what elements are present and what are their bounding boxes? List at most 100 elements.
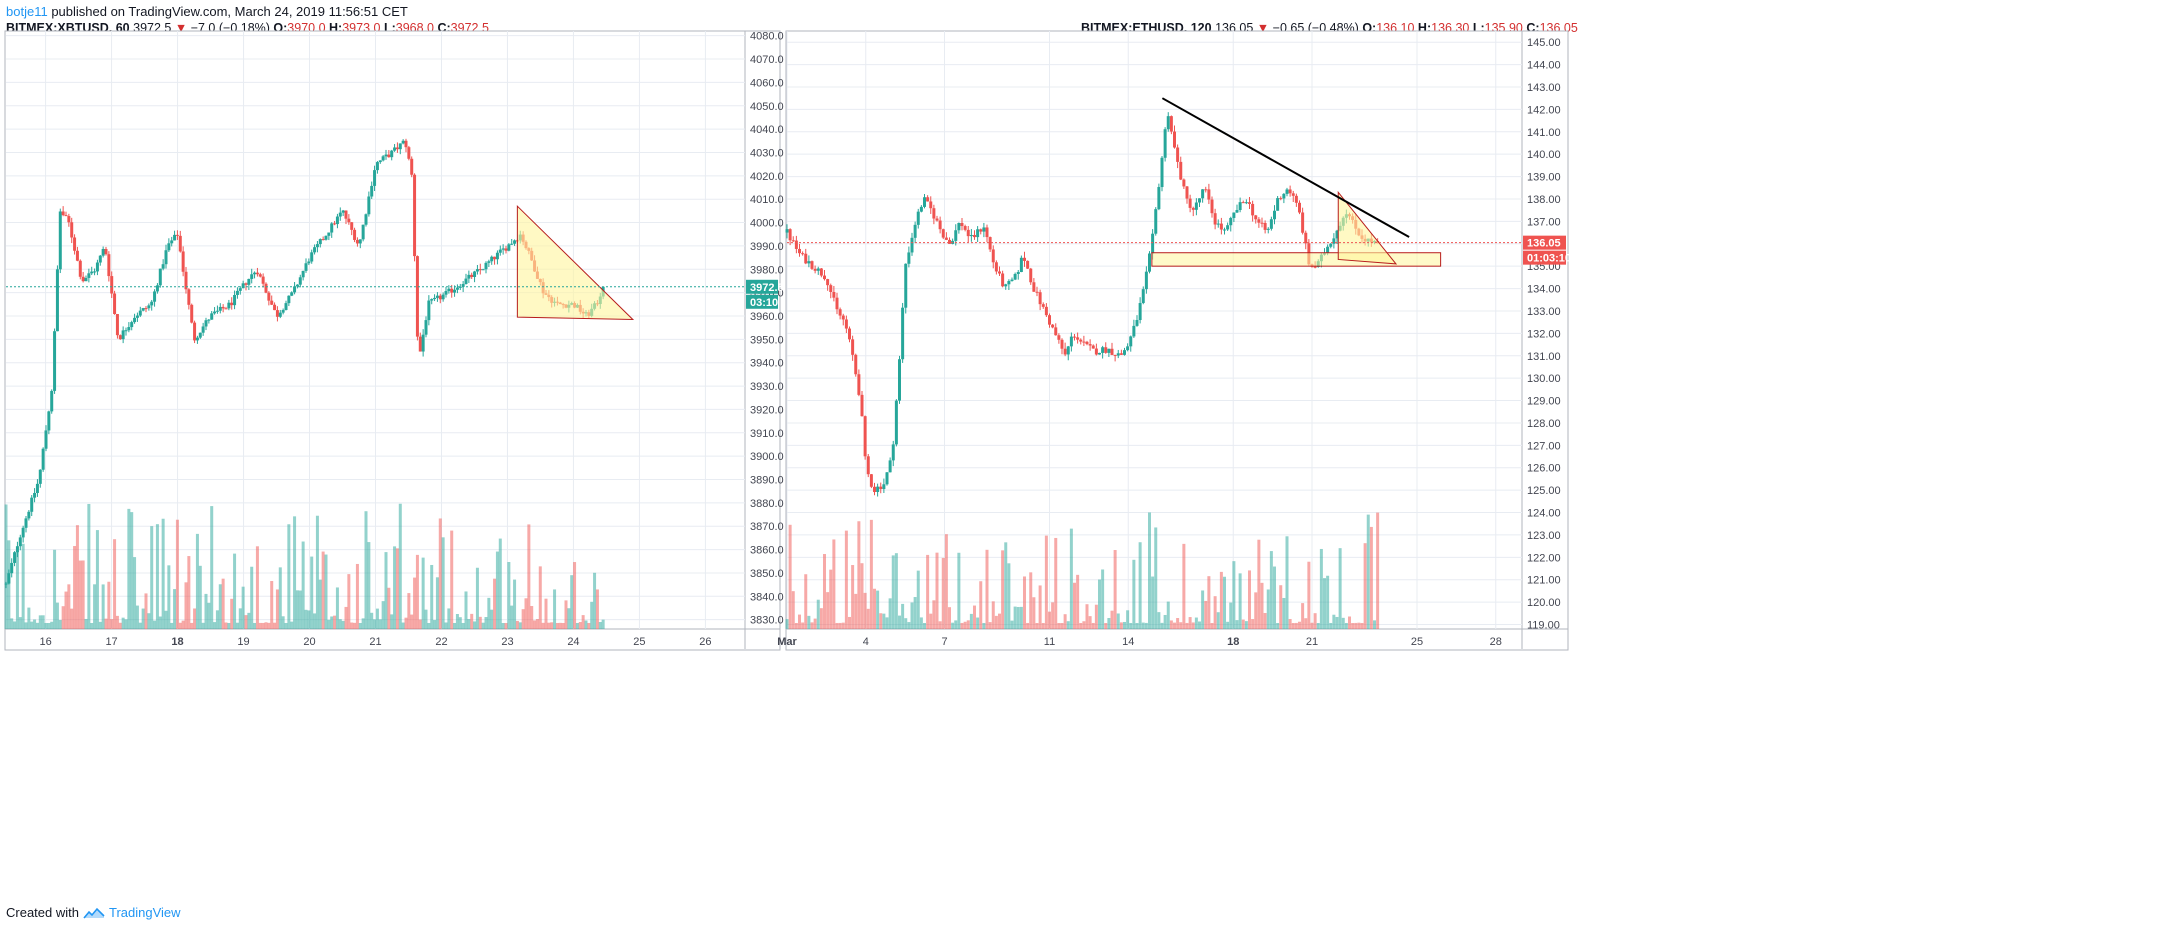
candle-body [513, 240, 517, 244]
candle-body [453, 289, 457, 293]
volume-bar [590, 601, 594, 629]
volume-bar [1094, 604, 1098, 629]
y-tick-label: 4070.0 [750, 54, 784, 66]
candle-body [1301, 212, 1305, 233]
charts-canvas[interactable]: 3830.0 3840.0 3850.0 3860.0 3870.0 3880.0 3890… [0, 0, 2157, 900]
candle-body [1073, 336, 1076, 338]
volume-bar [44, 622, 48, 629]
candle-body [364, 214, 368, 225]
volume-bar [966, 620, 970, 629]
volume-bar [916, 570, 920, 629]
volume-bar [535, 619, 539, 629]
candle-body [1013, 273, 1017, 280]
volume-bar [207, 602, 211, 629]
candle-body [816, 268, 820, 271]
publisher-text: published on TradingView.com, March 24, … [51, 4, 408, 19]
candle-body [919, 206, 923, 212]
candle-body [170, 240, 174, 244]
y-tick-label: 3960.0 [750, 311, 784, 323]
volume-bar [1088, 616, 1092, 629]
volume-bar [595, 589, 599, 629]
volume-bar [538, 566, 542, 629]
y-tick-label: 134.00 [1527, 284, 1561, 296]
candle-body [1332, 238, 1336, 244]
candle-body [507, 244, 511, 251]
candle-body [290, 292, 294, 296]
volume-bar [948, 607, 951, 629]
volume-bar [533, 620, 537, 629]
volume-bar [210, 506, 214, 629]
candle-body [901, 307, 905, 360]
candle-body [215, 310, 219, 312]
volume-bar [418, 619, 422, 629]
candle-body [298, 277, 302, 285]
volume-bar [1285, 536, 1289, 629]
candle-body [994, 262, 998, 272]
candle-body [1160, 157, 1164, 188]
candle-body [235, 290, 239, 295]
volume-bar [1029, 572, 1033, 629]
volume-bar [504, 622, 508, 629]
volume-bar [447, 608, 451, 629]
volume-bar [253, 622, 257, 629]
x-tick-label: Mar [777, 636, 797, 648]
candle-body [164, 250, 168, 265]
volume-bar [1032, 597, 1036, 629]
candle-body [854, 354, 858, 375]
volume-bar [33, 619, 37, 629]
volume-bar [1044, 535, 1048, 629]
candle-body [501, 248, 505, 250]
candle-body [907, 252, 911, 264]
volume-bar [24, 622, 28, 629]
volume-bar [1351, 622, 1355, 629]
candle-body [1204, 189, 1208, 191]
volume-bar [1135, 622, 1139, 629]
candle-body [885, 472, 889, 485]
candle-body [891, 444, 895, 461]
candle-body [1119, 353, 1123, 355]
y-tick-label: 4020.0 [750, 171, 784, 183]
candle-body [350, 222, 354, 230]
volume-bar [1069, 528, 1073, 629]
volume-bar [281, 616, 285, 629]
volume-bar [1273, 566, 1276, 629]
y-tick-label: 3980.0 [750, 264, 784, 276]
volume-bar [390, 614, 394, 629]
tradingview-brand[interactable]: TradingView [108, 905, 181, 920]
volume-bar [835, 622, 839, 629]
volume-bar [926, 554, 930, 629]
candle-body [75, 250, 79, 261]
volume-bar [7, 540, 11, 629]
candles [785, 112, 1380, 497]
volume-bar [313, 613, 317, 629]
volume-bar [547, 622, 551, 629]
volume-bar [173, 589, 177, 629]
volume-bar [438, 518, 442, 629]
candle-body [250, 274, 254, 279]
volume-bar [1326, 575, 1330, 629]
candle-body [73, 237, 77, 251]
volume-bar [78, 560, 82, 629]
volume-bar [1241, 619, 1245, 629]
candle-body [441, 294, 445, 300]
candle-body [1298, 202, 1301, 213]
x-tick-label: 4 [863, 636, 869, 648]
candle-body [133, 317, 137, 323]
publisher-username[interactable]: botje11 [6, 4, 48, 19]
y-tick-label: 3910.0 [750, 428, 784, 440]
candle-body [1244, 202, 1248, 204]
candle-body [493, 256, 497, 260]
volume-bar [1116, 613, 1120, 629]
volume-bar [838, 622, 842, 629]
volume-bar [1051, 602, 1055, 629]
volume-bar [264, 622, 268, 629]
volume-bar [284, 622, 288, 629]
volume-bar [1369, 526, 1373, 629]
y-tick-label: 133.00 [1527, 306, 1561, 318]
volume-bar [863, 592, 867, 629]
xbt-chart-panel: 3830.0 3840.0 3850.0 3860.0 3870.0 3880.0 3890… [4, 30, 784, 651]
volume-bar [541, 622, 545, 629]
candle-body [1166, 116, 1170, 130]
volume-bar [1148, 512, 1151, 629]
candle-body [107, 254, 111, 277]
